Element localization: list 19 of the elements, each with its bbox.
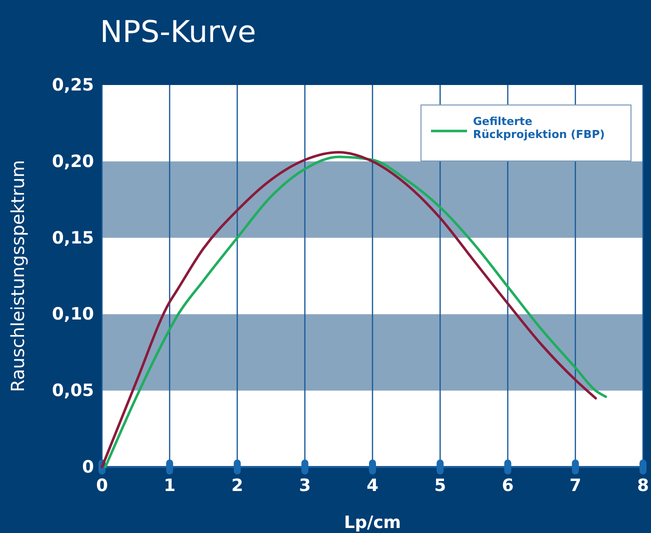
y-tick-label: 0,15 xyxy=(52,228,94,248)
x-tick-label: 5 xyxy=(434,476,446,496)
x-tick-label: 0 xyxy=(96,476,108,496)
x-tick-label: 2 xyxy=(231,476,244,496)
legend-label: Gefilterte Rückprojektion (FBP) xyxy=(473,115,605,141)
x-tick-label: 8 xyxy=(637,476,649,496)
x-tick-label: 1 xyxy=(164,476,176,496)
x-axis-title: Lp/cm xyxy=(344,513,402,533)
x-tick-label: 6 xyxy=(502,476,514,496)
y-tick-label: 0,05 xyxy=(52,381,94,402)
x-tick-label: 7 xyxy=(569,476,582,496)
chart-title: NPS-Kurve xyxy=(100,15,256,50)
y-tick-label: 0,10 xyxy=(52,304,94,325)
x-tick-label: 4 xyxy=(366,476,379,496)
x-tick-label: 3 xyxy=(298,476,311,496)
y-tick-label: 0,20 xyxy=(52,152,94,172)
y-axis-title: Rauschleistungsspektrum xyxy=(8,160,29,392)
y-tick-label: 0,25 xyxy=(52,75,94,96)
y-tick-label: 0 xyxy=(82,457,94,478)
